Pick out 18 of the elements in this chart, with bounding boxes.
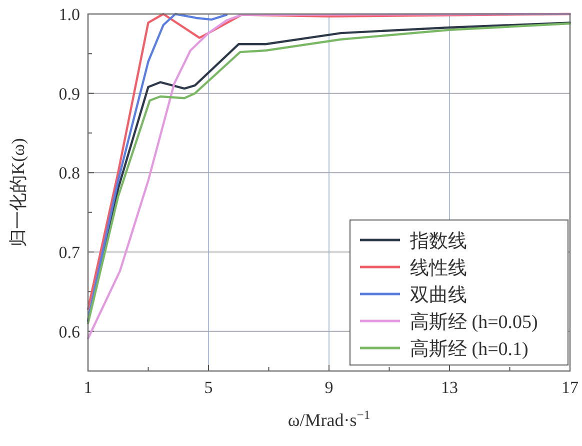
legend-label: 线性线 bbox=[410, 258, 467, 279]
y-tick-label: 0.6 bbox=[58, 322, 80, 342]
x-tick-label: 17 bbox=[562, 378, 579, 397]
y-axis-title: 归一化的K(ω) bbox=[8, 138, 28, 247]
y-tick-label: 0.8 bbox=[58, 164, 80, 183]
legend-label: 高斯经 (h=0.05) bbox=[410, 311, 538, 333]
x-axis-title: ω/Mrad·s$^{−1}$ bbox=[288, 408, 370, 430]
line-series bbox=[86, 12, 228, 321]
x-tick-label: 5 bbox=[204, 378, 213, 397]
x-tick-label: 1 bbox=[84, 378, 92, 397]
y-tick-label: 0.9 bbox=[58, 84, 80, 104]
x-tick-label: 13 bbox=[441, 378, 458, 397]
x-tick-label: 9 bbox=[324, 378, 334, 397]
legend-label: 高斯经 (h=0.1) bbox=[410, 338, 528, 360]
y-tick-label: 0.7 bbox=[58, 243, 80, 262]
legend-label: 指数线 bbox=[409, 231, 467, 252]
legend-label: 双曲线 bbox=[410, 285, 467, 306]
y-tick-label: 1.0 bbox=[58, 5, 80, 24]
